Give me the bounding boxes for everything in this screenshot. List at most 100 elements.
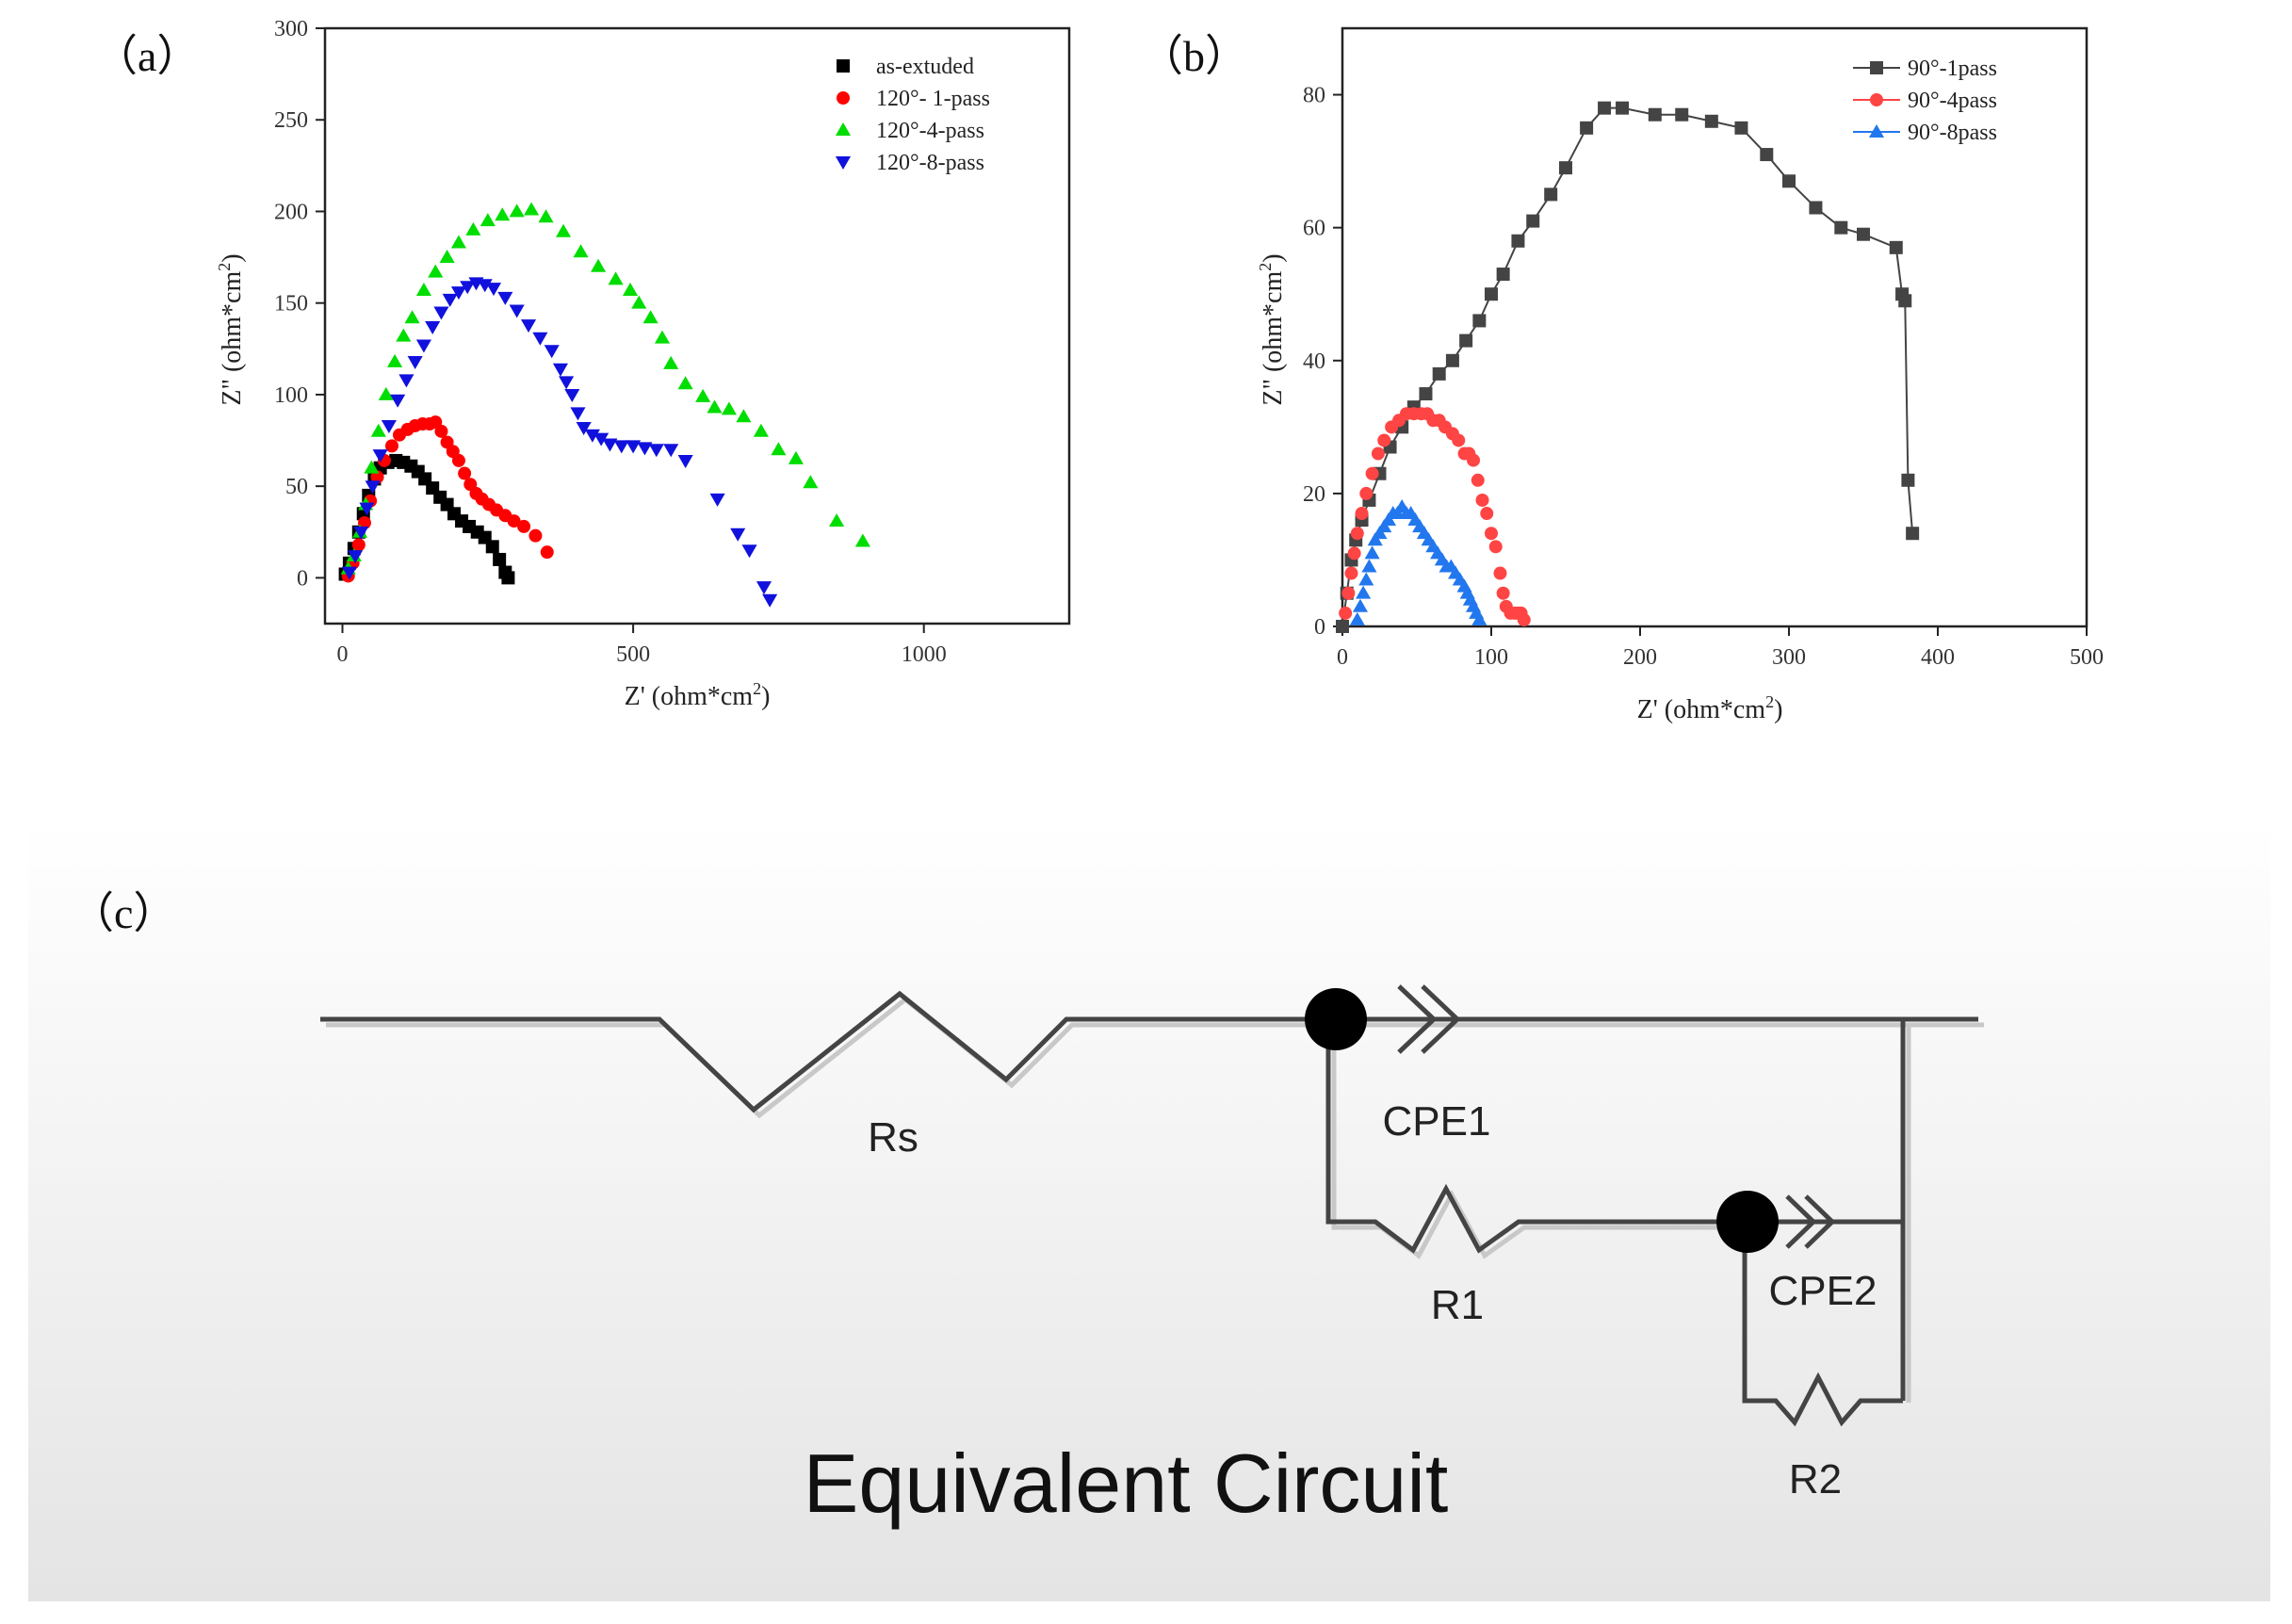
- chart-b-series-1-point: [1488, 540, 1503, 554]
- chart-a-series-3-point: [532, 332, 548, 346]
- legend-marker: [1870, 93, 1883, 106]
- chart-a-series-3-point: [359, 502, 375, 516]
- cpe1-chevron-2: [1421, 984, 1461, 1054]
- chart-a-series-3-point: [497, 291, 513, 305]
- chart-b-ylabel: Z" (ohm*cm2): [1256, 253, 1288, 405]
- chart-a-series-3-point: [559, 376, 575, 390]
- y-tick-label: 150: [274, 292, 308, 317]
- label-r2: R2: [1789, 1456, 1842, 1502]
- wire-r1: [1325, 1019, 1743, 1254]
- chart-b-series-1-point: [1480, 507, 1494, 521]
- chart-a-series-3-point: [730, 528, 746, 542]
- chart-a-series-2-point: [663, 355, 679, 369]
- y-tick-label: 80: [1303, 84, 1325, 108]
- legend-entry: 120°-4-pass: [876, 119, 984, 143]
- chart-b-series-0-point: [1809, 201, 1823, 215]
- chart-b-series-2-point: [1364, 545, 1380, 560]
- chart-a-series-1-point: [351, 538, 366, 552]
- chart-a-series-3-point: [348, 550, 364, 564]
- chart-a-series-3-point: [570, 407, 586, 421]
- chart-a-series-2-point: [736, 409, 752, 423]
- x-tick-label: 200: [1623, 645, 1657, 670]
- chart-b-series-0-point: [1598, 101, 1612, 115]
- chart-a-series-3-point: [425, 321, 441, 335]
- chart-b-frame: [1341, 26, 2089, 628]
- chart-a-series-3-point: [509, 304, 525, 318]
- chart-b-series-0-point: [1760, 148, 1774, 162]
- chart-a-series-2-point: [654, 330, 671, 344]
- chart-a-series-1-point: [370, 470, 384, 484]
- chart-a-series-2-point: [538, 209, 554, 223]
- chart-b-series-1-point: [1341, 586, 1356, 600]
- chart-a-series-3-point: [762, 593, 778, 608]
- chart-a-series-1-point: [517, 519, 531, 533]
- chart-a-series-2-point: [788, 450, 804, 464]
- x-tick-label: 500: [616, 642, 650, 667]
- chart-a-series-2-point: [415, 283, 431, 297]
- chart-b-series-1-point: [1475, 493, 1489, 507]
- label-r1: R1: [1431, 1282, 1484, 1328]
- chart-b-series-1-point: [1365, 466, 1379, 480]
- chart-a-series-2-point: [387, 353, 403, 367]
- cpe1-chevron-1: [1397, 984, 1438, 1054]
- chart-a-legend: as-extuded 120°- 1-pass 120°-4-pass 120°-8-…: [835, 55, 990, 175]
- y-tick-label: 100: [274, 383, 308, 408]
- chart-b-series-0-point: [1906, 527, 1920, 541]
- wire-r2: [1742, 1222, 1903, 1427]
- panel-label-a: （a）: [94, 32, 200, 80]
- chart-a-series-1-point: [458, 466, 472, 480]
- chart-b-series-1-point: [1496, 586, 1510, 600]
- label-cpe1: CPE1: [1383, 1098, 1491, 1145]
- legend-marker: [835, 156, 852, 171]
- chart-a-series-3-point: [341, 566, 357, 580]
- chart-b-legend: 90°-1pass 90°-4pass 90°-8pass: [1853, 57, 1997, 145]
- chart-b-series-2-point: [1372, 526, 1388, 540]
- chart-b-series-0-point: [1511, 234, 1525, 248]
- chart-a-series-1-point: [384, 439, 398, 453]
- chart-b-series-2-point: [1356, 585, 1372, 599]
- chart-b-series-1-point: [1347, 546, 1361, 560]
- x-tick-label: 0: [337, 642, 349, 667]
- chart-b-series-2-point: [1367, 532, 1383, 546]
- chart-a-series-3-point: [544, 345, 560, 359]
- chart-a-series-1-point: [451, 453, 465, 467]
- legend-marker: [1868, 123, 1885, 138]
- chart-a-series-2-point: [495, 207, 511, 221]
- chart-a-series-3-point: [756, 581, 772, 595]
- chart-b-series-0-point: [1472, 314, 1487, 328]
- label-rs: Rs: [868, 1114, 918, 1161]
- node-1: [1305, 988, 1367, 1050]
- chart-a-series-3-point: [372, 449, 388, 463]
- panel-label-b: （b）: [1140, 32, 1248, 80]
- y-tick-label: 50: [285, 475, 308, 499]
- chart-a-points: [338, 202, 870, 608]
- chart-a-series-3-point: [520, 319, 537, 333]
- chart-b: 0 100 200 300 400 500 0 20 40 60 80 90°-1pass 90°-4…: [1256, 26, 2104, 724]
- chart-b-series-0-point: [1526, 214, 1540, 228]
- chart-b-series-0-point: [1889, 240, 1903, 254]
- chart-a-series-3-point: [637, 442, 653, 456]
- chart-a-series-2-point: [480, 213, 496, 227]
- chart-a-xlabel: Z' (ohm*cm2): [625, 679, 771, 711]
- chart-b-series-1-point: [1485, 527, 1498, 541]
- circuit-title: Equivalent Circuit: [804, 1437, 1449, 1530]
- chart-a-series-3-point: [564, 388, 580, 402]
- chart-b-series-2-point: [1380, 512, 1397, 527]
- chart-b-series-1-point: [1517, 612, 1531, 626]
- chart-a-series-2-point: [465, 221, 481, 235]
- chart-a-series-2-point: [707, 399, 723, 414]
- chart-a-series-3-point: [433, 306, 449, 320]
- legend-entry: 90°-8pass: [1908, 121, 1997, 145]
- chart-a-series-3-point: [576, 421, 592, 435]
- cpe2-chevron-2: [1804, 1194, 1836, 1249]
- chart-b-series-0-point: [1544, 187, 1558, 202]
- chart-b-series-1-point: [1452, 433, 1466, 447]
- chart-a-series-3-point: [677, 454, 693, 468]
- chart-b-series-0-point: [1445, 353, 1459, 367]
- chart-a-series-2-point: [631, 295, 647, 309]
- chart-b-series-0-point: [1782, 174, 1796, 188]
- chart-a-series-3-point: [663, 444, 679, 458]
- chart-a-series-2-point: [573, 244, 589, 258]
- chart-a-series-2-point: [677, 376, 693, 390]
- chart-a-series-1-point: [540, 545, 554, 560]
